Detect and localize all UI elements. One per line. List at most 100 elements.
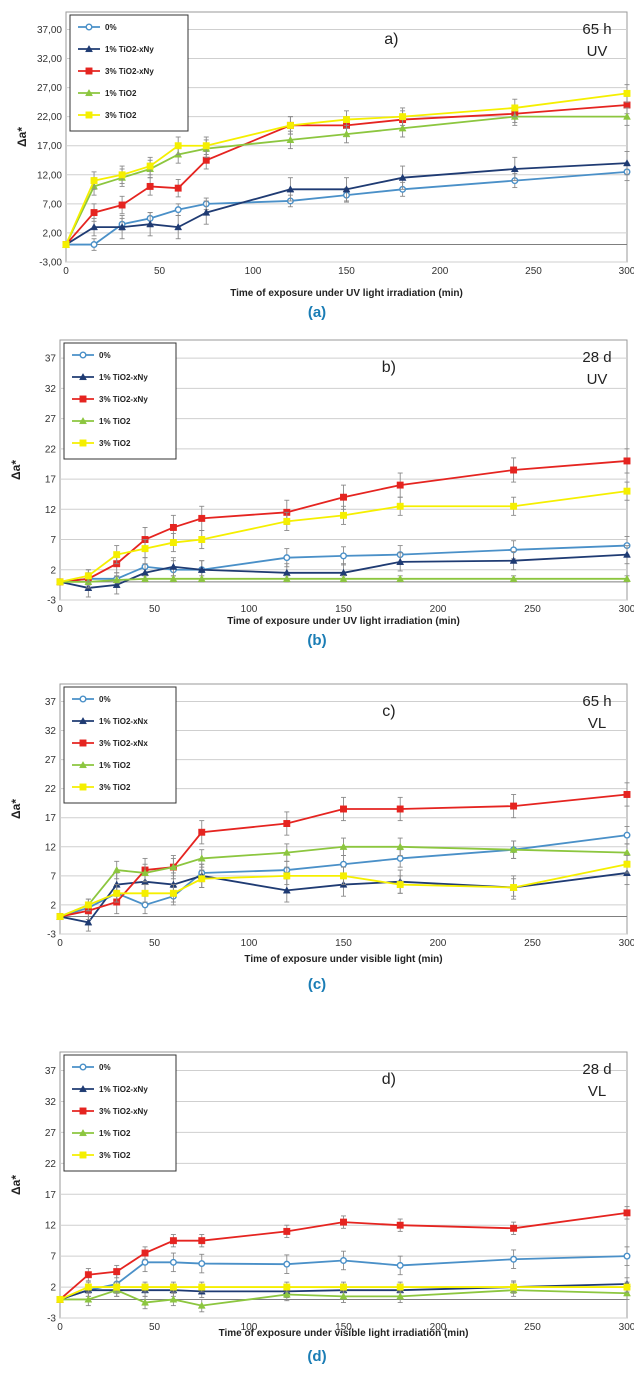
chart-c-data-point [340, 860, 348, 868]
chart-a-data-point [118, 201, 126, 209]
chart-d-y-tick-label: 2 [50, 1283, 56, 1294]
chart-b-data-point [283, 554, 291, 562]
chart-d-x-tick-label: 50 [149, 1322, 161, 1333]
chart-a-panel-label: a) [384, 31, 398, 48]
chart-c-data-point [112, 866, 121, 874]
chart-a-x-tick-label: 300 [619, 266, 634, 277]
chart-d-data-point [340, 1283, 347, 1291]
chart-b-data-point [340, 552, 348, 560]
chart-d-data-point [396, 1221, 404, 1229]
chart-c-legend-marker [79, 760, 87, 769]
chart-d-data-point [141, 1283, 149, 1291]
chart-b-data-point [396, 502, 404, 510]
chart-d-data-point [141, 1298, 149, 1306]
chart-d-x-axis-label: Time of exposure under visible light irr… [219, 1328, 469, 1339]
chart-a-data-point [146, 220, 155, 228]
chart-b-data-point [396, 574, 405, 582]
chart-c-y-tick-label: 27 [45, 755, 57, 766]
chart-b-y-tick-label: 22 [45, 444, 57, 455]
chart-a-x-tick-label: 100 [245, 266, 262, 277]
chart-c-data-point [169, 863, 178, 871]
chart-b-legend-entry: 1% TiO2 [99, 417, 131, 426]
chart-a-y-tick-label: -3,00 [39, 258, 62, 269]
chart-b-data-point [169, 539, 177, 547]
chart-d-data-point [623, 1252, 631, 1260]
chart-d-legend: 0% 1% TiO2-xNy 3% TiO2-xNy 1% TiO2 3% TiO2 [63, 1054, 177, 1172]
chart-a-series-4 [62, 84, 631, 249]
chart-d-legend-entry: 0% [99, 1063, 111, 1072]
chart-d-data-point [169, 1283, 177, 1291]
chart-d-data-point [282, 1290, 291, 1298]
chart-d-data-point [141, 1249, 149, 1257]
chart-c-x-axis-label: Time of exposure under visible light (mi… [244, 954, 442, 965]
chart-c-legend-entry: 1% TiO2 [99, 761, 131, 770]
chart-d-data-point [197, 1301, 206, 1309]
chart-b-legend-marker [79, 351, 87, 359]
chart-d-y-tick-label: -3 [47, 1314, 56, 1325]
chart-c-data-point [282, 886, 291, 894]
chart-c-y-tick-label: -3 [47, 930, 56, 941]
chart-b-series-4 [56, 481, 631, 586]
chart-d-data-point [169, 1237, 177, 1245]
caption-a: (a) [307, 304, 327, 321]
chart-b-x-tick-label: 250 [524, 604, 541, 615]
chart-b-data-point [141, 545, 149, 553]
chart-c-data-point [141, 868, 149, 877]
chart-a-data-point [286, 135, 295, 143]
chart-b-data-point [623, 574, 631, 582]
chart-a-data-point [399, 113, 407, 121]
chart-b-panel-label: b) [382, 359, 396, 376]
chart-c-data-point [84, 918, 93, 926]
chart-d-data-point [169, 1258, 177, 1266]
chart-b-legend: 0% 1% TiO2-xNy 3% TiO2-xNy 1% TiO2 3% TiO2 [63, 342, 177, 460]
chart-a-x-tick-label: 150 [338, 266, 355, 277]
chart-d-data-point [510, 1224, 518, 1232]
chart-c-data-point [396, 881, 404, 889]
chart-d-data-point [84, 1295, 93, 1303]
chart-a-y-tick-label: 2,00 [43, 228, 63, 239]
chart-c-data-point [396, 842, 405, 850]
chart-b-data-point [198, 536, 206, 543]
chart-b-y-tick-label: -3 [47, 596, 56, 607]
chart-b-y-tick-label: 12 [45, 505, 57, 516]
chart-b-x-tick-label: 0 [57, 604, 63, 615]
chart-b-x-tick-label: 100 [241, 604, 258, 615]
chart-c-data-point [396, 805, 404, 813]
chart-a-legend: 0% 1% TiO2-xNy 3% TiO2-xNy 1% TiO2 3% TiO2 [69, 14, 189, 132]
chart-c-data-point [56, 913, 64, 921]
chart-a-x-axis-label: Time of exposure under UV light irradiat… [230, 288, 463, 299]
chart-panel-d: -3 2 7 12 17 22 27 32 37 0 50 100 150 200 250 300 Time o… [0, 1010, 634, 1340]
chart-a-data-point [343, 116, 350, 124]
chart-d-data-point [84, 1283, 92, 1291]
chart-b-data-point [340, 511, 347, 519]
chart-b-x-tick-label: 50 [149, 604, 161, 615]
chart-b-data-point [197, 574, 206, 582]
chart-d-data-point [396, 1261, 404, 1269]
chart-d-data-point [283, 1227, 291, 1235]
chart-c-x-tick-label: 150 [335, 938, 352, 949]
chart-a-x-tick-label: 0 [63, 266, 69, 277]
chart-a-data-point [90, 209, 98, 217]
caption-b: (b) [307, 632, 327, 649]
chart-d-x-tick-label: 250 [524, 1322, 541, 1333]
chart-b-x-tick-label: 300 [619, 604, 634, 615]
chart-c-data-point [141, 889, 149, 897]
chart-a-data-point [623, 101, 631, 109]
chart-d-series-4 [56, 1281, 631, 1303]
chart-c-x-tick-label: 50 [149, 938, 161, 949]
chart-d-data-point [56, 1295, 64, 1303]
chart-d-x-tick-label: 100 [241, 1322, 258, 1333]
chart-a-data-point [623, 89, 631, 97]
chart-b-y-tick-label: 37 [45, 354, 57, 365]
chart-b-data-point [198, 514, 206, 522]
chart-b-data-point [169, 562, 178, 570]
chart-c-data-point [396, 854, 404, 862]
chart-panel-b: -3 2 7 12 17 22 27 32 37 0 50 100 150 200 250 300 Time o… [0, 328, 634, 628]
chart-d-panel-label: d) [382, 1071, 396, 1088]
chart-b-corner-label-2: UV [587, 371, 608, 388]
chart-b-data-point [623, 550, 631, 558]
chart-c-data-point [623, 791, 631, 798]
chart-b-y-tick-label: 2 [50, 565, 56, 576]
chart-a: -3,00 2,00 7,00 12,00 17,00 22,00 27,00 32,00 37… [15, 11, 634, 299]
